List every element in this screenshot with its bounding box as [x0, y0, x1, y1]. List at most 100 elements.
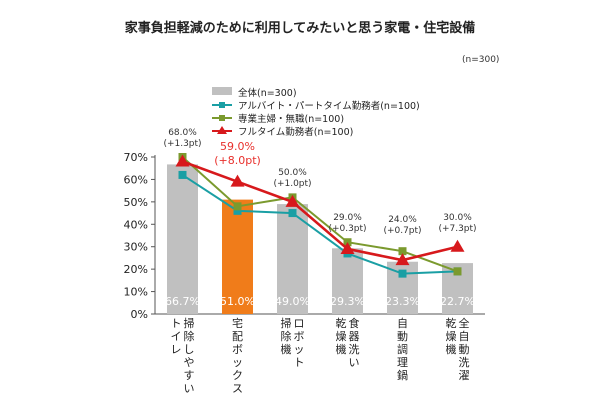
category-label-char: い — [349, 356, 360, 369]
category-label-char: 乾 — [336, 317, 347, 330]
category-label-char: 機 — [336, 342, 347, 356]
bar-2 — [277, 204, 308, 314]
category-label-char: 動 — [459, 342, 470, 356]
category-label-char: 器 — [349, 330, 360, 343]
category-label-char: 自 — [397, 317, 408, 330]
category-label-char: ロ — [294, 317, 305, 330]
series-2-point — [233, 202, 242, 211]
category-label-char: ト — [171, 317, 182, 330]
y-tick-label: 0% — [131, 308, 148, 321]
series-line-2 — [181, 156, 458, 273]
category-label-char: 理 — [397, 356, 408, 369]
category-label-char: 燥 — [336, 330, 347, 343]
series-1-point — [178, 170, 187, 179]
category-label-char: ク — [232, 369, 243, 382]
y-tick-label: 30% — [124, 241, 148, 254]
sample-note: (n=300) — [462, 55, 499, 65]
y-tick-label: 10% — [124, 286, 148, 299]
plot-area: 0% 10% 20% 30% 40% 50% 60% 70% 66.7% 51.0% 49.0% 29… — [124, 128, 485, 395]
annotation-value: 29.0% — [333, 213, 362, 223]
series-3-point — [395, 253, 410, 266]
chart-title: 家事負担軽減のために利用してみたいと思う家電・住宅設備 — [125, 20, 476, 36]
category-label-char: 宅 — [232, 316, 243, 330]
category-label-char: 鍋 — [397, 368, 408, 382]
legend-label: 専業主婦・無職(n=100) — [238, 113, 344, 125]
series-3-point — [285, 194, 300, 207]
category-label-char: 配 — [232, 330, 243, 343]
category-label-char: 機 — [281, 342, 292, 356]
category-label-char: 燥 — [446, 330, 457, 343]
series-2-point — [453, 267, 462, 276]
category-label-char: 自 — [459, 330, 470, 343]
annotation-value: 50.0% — [278, 168, 307, 178]
category-label-char: 機 — [446, 342, 457, 356]
category-label-char: い — [184, 382, 195, 395]
category-label-char: や — [184, 356, 195, 369]
category-label-char: 洗 — [459, 356, 470, 369]
category-label-char: ボ — [294, 330, 305, 343]
category-label-char: ボ — [232, 343, 243, 356]
legend-swatch-bar — [212, 87, 232, 95]
annotation-value: 68.0% — [168, 128, 197, 138]
legend-swatch-marker — [217, 126, 227, 134]
bar-value-label: 29.3% — [330, 295, 365, 308]
series-3-point — [450, 239, 465, 252]
bar-3 — [332, 248, 363, 314]
series-1-point — [398, 269, 407, 278]
bar-value-label: 23.3% — [385, 295, 420, 308]
annotation-value: 59.0% — [220, 140, 255, 153]
bar-value-label: 51.0% — [220, 295, 255, 308]
annotation-diff: (+1.0pt) — [273, 179, 311, 189]
category-label-char: 掃 — [281, 316, 292, 330]
legend-label: 全体(n=300) — [238, 87, 297, 99]
category-label-char: 全 — [459, 316, 470, 330]
category-label-char: 除 — [184, 329, 195, 343]
category-label-char: イ — [171, 330, 182, 343]
category-label-char: レ — [171, 343, 182, 356]
series-3-point — [230, 174, 245, 187]
category-label-char: ス — [232, 382, 243, 395]
bar-value-label: 66.7% — [165, 295, 200, 308]
category-label-char: 除 — [281, 329, 292, 343]
series-1-point — [288, 209, 297, 218]
series-1-point — [233, 206, 242, 215]
series-line-3 — [182, 160, 458, 262]
annotation-diff: (+0.7pt) — [383, 226, 421, 236]
legend-swatch-marker — [219, 115, 225, 121]
bar-0 — [167, 164, 198, 314]
annotation-diff: (+0.3pt) — [328, 224, 366, 234]
y-tick-label: 60% — [124, 173, 148, 186]
category-label-char: 乾 — [446, 317, 457, 330]
series-3-point — [175, 154, 190, 167]
series-line-1 — [181, 174, 458, 275]
y-tick-label: 40% — [124, 218, 148, 231]
series-3-point — [340, 241, 355, 254]
series-2-point — [398, 247, 407, 256]
annotation-diff: (+1.3pt) — [163, 139, 201, 149]
annotation-diff: (+7.3pt) — [438, 224, 476, 234]
legend-label: アルバイト・パートタイム勤務者(n=100) — [238, 100, 420, 112]
category-label-char: 調 — [397, 342, 408, 356]
category-label-char: す — [184, 369, 195, 382]
bar-value-label: 22.7% — [440, 295, 475, 308]
bar-1 — [222, 199, 253, 314]
legend: 全体(n=300)アルバイト・パートタイム勤務者(n=100)専業主婦・無職(n… — [212, 87, 420, 138]
category-label-char: ッ — [294, 343, 305, 356]
annotation-value: 24.0% — [388, 215, 417, 225]
y-tick-label: 50% — [124, 196, 148, 209]
category-label-char: 掃 — [184, 316, 195, 330]
category-label-char: 濯 — [459, 369, 470, 382]
y-tick-label: 20% — [124, 263, 148, 276]
category-label-char: し — [184, 343, 195, 356]
category-label-char: 洗 — [349, 343, 360, 356]
category-label-char: ト — [294, 356, 305, 369]
legend-swatch-marker — [219, 102, 225, 108]
annotation-diff: (+8.0pt) — [214, 154, 261, 167]
bar-value-label: 49.0% — [275, 295, 310, 308]
category-label-char: 食 — [349, 316, 360, 330]
y-tick-label: 70% — [124, 151, 148, 164]
category-label-char: ッ — [232, 356, 243, 369]
category-label-char: 動 — [397, 329, 408, 343]
annotation-value: 30.0% — [443, 213, 472, 223]
